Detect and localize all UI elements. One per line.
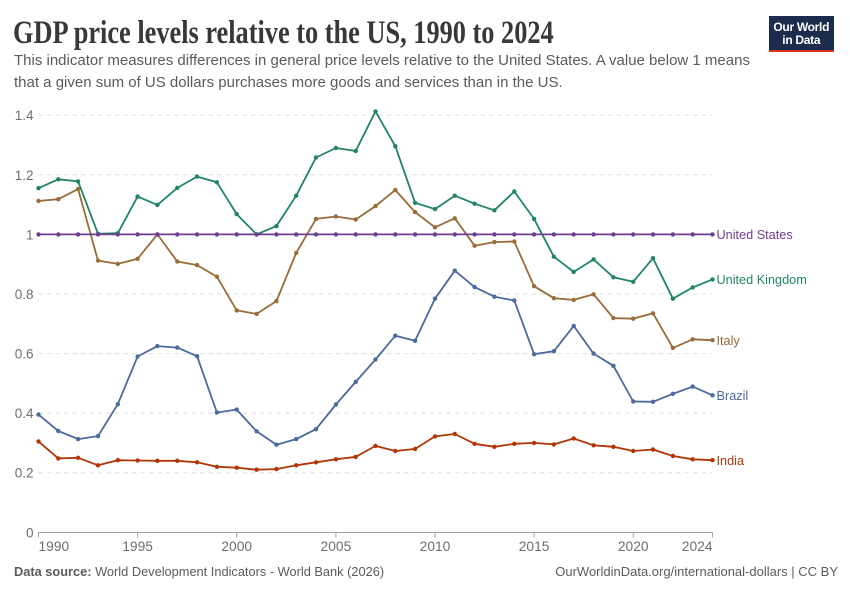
svg-text:1.4: 1.4 — [15, 108, 34, 123]
svg-text:2020: 2020 — [618, 539, 649, 554]
svg-text:0.2: 0.2 — [15, 466, 34, 481]
svg-text:2015: 2015 — [519, 539, 550, 554]
svg-text:0: 0 — [26, 525, 34, 540]
svg-text:0.4: 0.4 — [15, 406, 34, 421]
svg-text:Italy: Italy — [717, 334, 741, 348]
svg-text:United Kingdom: United Kingdom — [717, 273, 807, 287]
svg-text:Brazil: Brazil — [717, 389, 749, 403]
svg-text:India: India — [717, 454, 745, 468]
svg-text:1990: 1990 — [39, 539, 70, 554]
svg-text:1995: 1995 — [122, 539, 153, 554]
svg-text:1.2: 1.2 — [15, 168, 34, 183]
svg-text:2005: 2005 — [321, 539, 352, 554]
svg-text:2000: 2000 — [221, 539, 252, 554]
svg-text:0.6: 0.6 — [15, 347, 34, 362]
svg-text:United States: United States — [717, 228, 793, 242]
svg-text:0.8: 0.8 — [15, 287, 34, 302]
svg-text:2010: 2010 — [420, 539, 451, 554]
svg-text:1: 1 — [26, 227, 34, 242]
svg-text:2024: 2024 — [682, 539, 713, 554]
